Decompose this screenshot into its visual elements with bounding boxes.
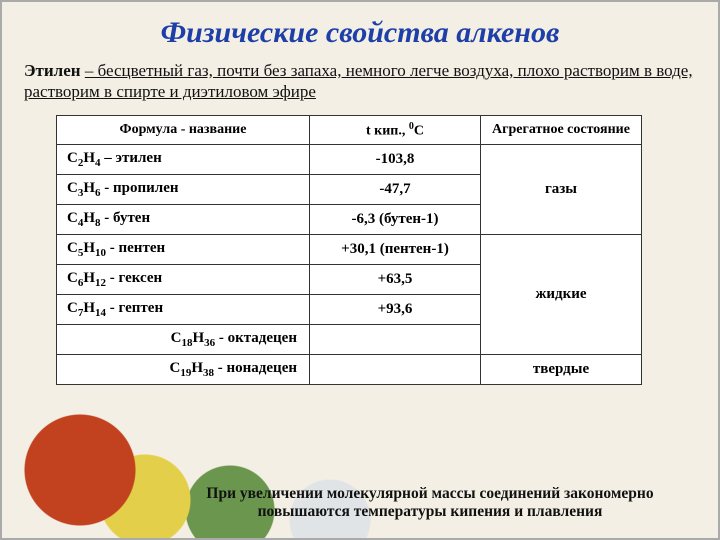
col-formula: Формула - название (57, 115, 310, 145)
boiling-cell: -103,8 (310, 145, 481, 175)
formula-cell: С3Н6 - пропилен (57, 175, 310, 205)
alkenes-table: Формула - название t кип., 0C Агрегатное… (56, 115, 642, 386)
ethylene-description: Этилен – бесцветный газ, почти без запах… (24, 60, 696, 103)
boiling-cell: -6,3 (бутен-1) (310, 205, 481, 235)
formula-cell: С5Н10 - пентен (57, 235, 310, 265)
boiling-cell: +30,1 (пентен-1) (310, 235, 481, 265)
boiling-cell (310, 355, 481, 385)
formula-cell: С18Н36 - октадецен (57, 325, 310, 355)
state-cell: жидкие (481, 235, 642, 355)
table-row: С19Н38 - нонадецен твердые (57, 355, 642, 385)
boiling-cell: +63,5 (310, 265, 481, 295)
footer-note: При увеличении молекулярной массы соедин… (182, 485, 678, 522)
formula-cell: С6Н12 - гексен (57, 265, 310, 295)
formula-cell: С19Н38 - нонадецен (57, 355, 310, 385)
boiling-cell (310, 325, 481, 355)
state-cell: газы (481, 145, 642, 235)
boiling-cell: +93,6 (310, 295, 481, 325)
page-title: Физические свойства алкенов (2, 16, 718, 50)
ethylene-props: – бесцветный газ, почти без запаха, немн… (24, 61, 693, 101)
formula-cell: С4Н8 - бутен (57, 205, 310, 235)
table-row: С2Н4 – этилен-103,8газы (57, 145, 642, 175)
formula-cell: С2Н4 – этилен (57, 145, 310, 175)
state-cell: твердые (481, 355, 642, 385)
ethylene-name: Этилен (24, 61, 81, 80)
formula-cell: С7Н14 - гептен (57, 295, 310, 325)
col-state: Агрегатное состояние (481, 115, 642, 145)
col-boiling: t кип., 0C (310, 115, 481, 145)
table-row: С5Н10 - пентен+30,1 (пентен-1)жидкие (57, 235, 642, 265)
boiling-cell: -47,7 (310, 175, 481, 205)
